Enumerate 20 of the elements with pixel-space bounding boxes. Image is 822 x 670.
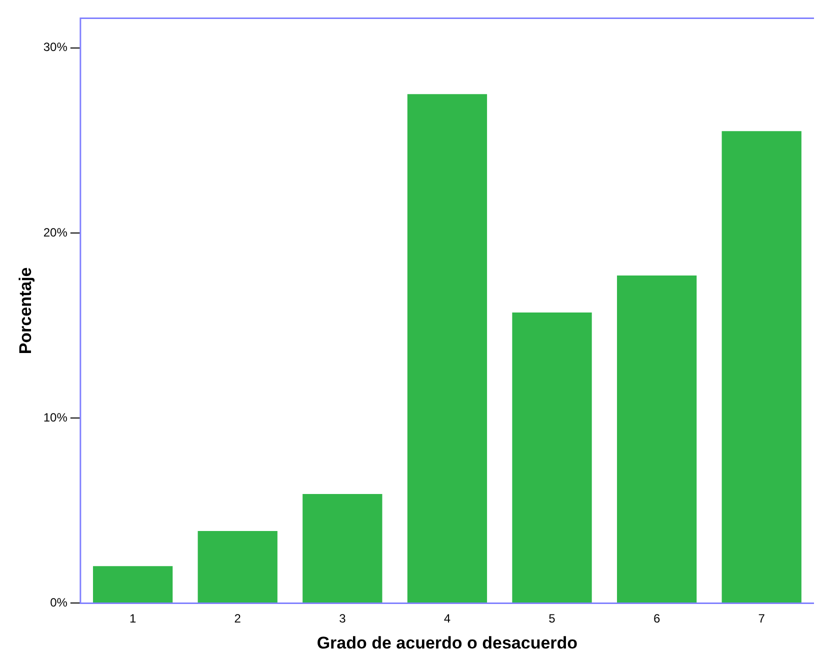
bar bbox=[92, 566, 173, 603]
bar bbox=[616, 276, 697, 603]
y-tick-label: 0% bbox=[50, 596, 68, 610]
x-tick-label: 1 bbox=[129, 612, 136, 626]
y-tick-label: 20% bbox=[43, 225, 68, 240]
bar bbox=[407, 94, 488, 603]
bar bbox=[722, 131, 802, 603]
x-tick-label: 3 bbox=[339, 612, 346, 626]
x-tick-label: 6 bbox=[653, 612, 660, 626]
x-tick-label: 5 bbox=[548, 612, 556, 626]
x-axis-title: Grado de acuerdo o desacuerdo bbox=[316, 633, 578, 652]
bar bbox=[512, 312, 592, 603]
bar bbox=[302, 494, 382, 603]
bar bbox=[198, 531, 278, 603]
x-tick-label: 7 bbox=[758, 612, 766, 626]
x-tick-label: 4 bbox=[444, 612, 451, 626]
x-tick-label: 2 bbox=[234, 612, 242, 626]
y-tick-label: 10% bbox=[43, 410, 68, 424]
y-tick-label: 30% bbox=[43, 40, 68, 54]
y-axis-title: Porcentaje bbox=[16, 267, 35, 354]
